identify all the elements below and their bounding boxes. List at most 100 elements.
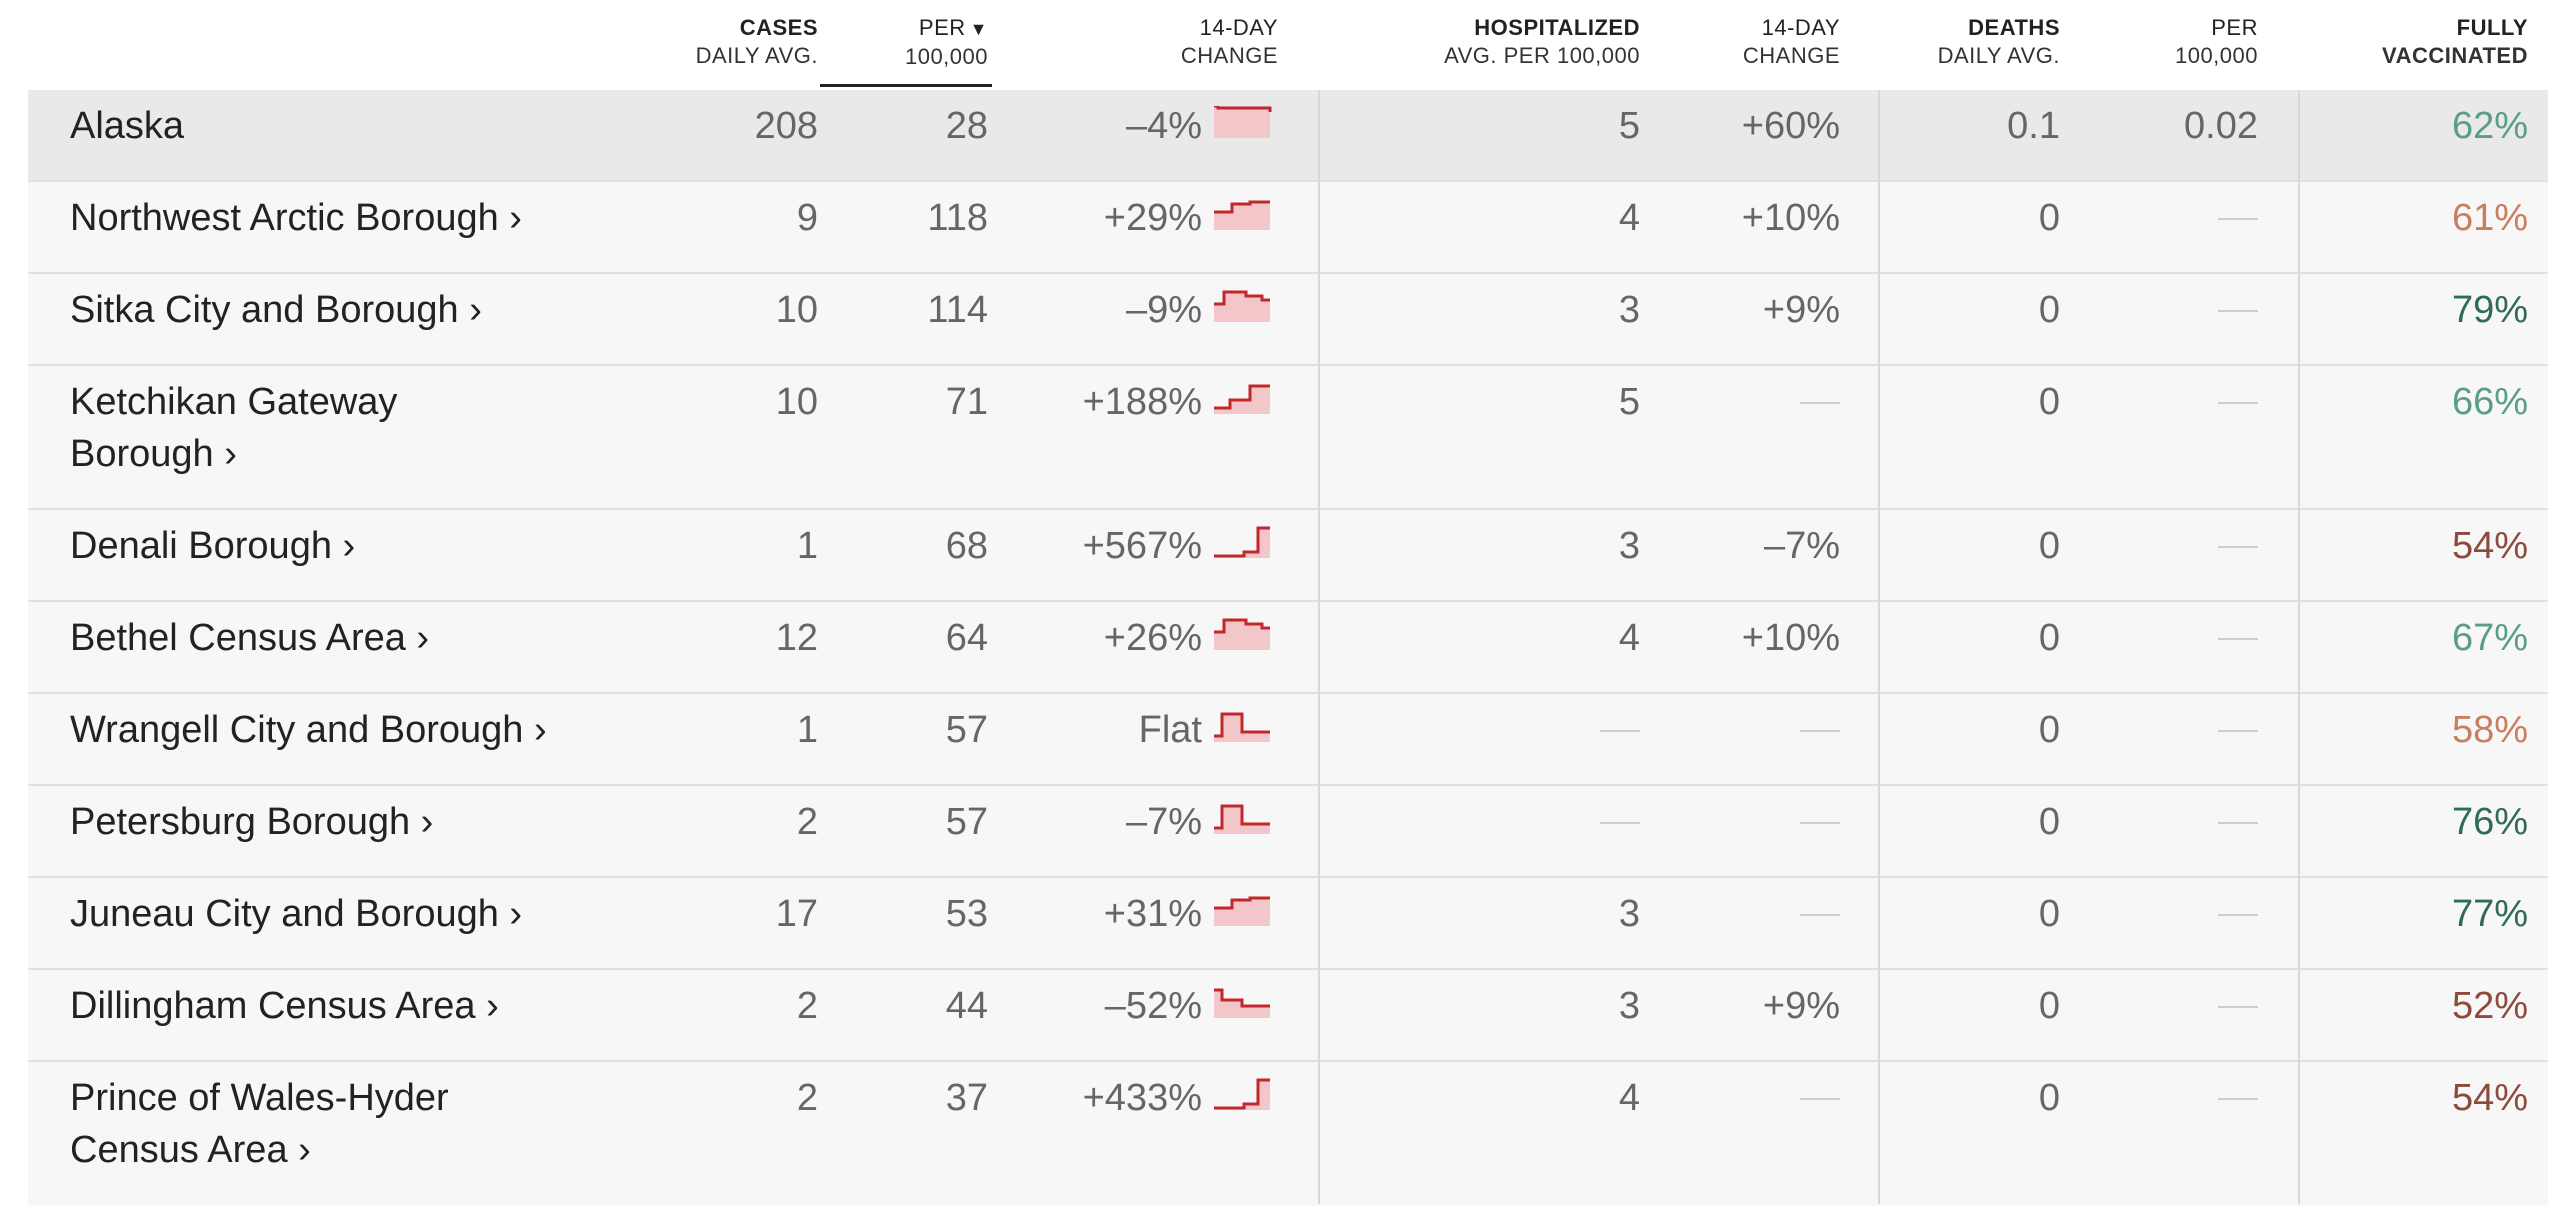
case-trend-sparkline (1214, 384, 1270, 414)
county-link[interactable]: Bethel Census Area › (70, 617, 430, 659)
table-row[interactable]: Northwest Arctic Borough › 9 118 +29% 4 +10% 0… (28, 180, 2548, 274)
case-trend-sparkline (1214, 896, 1270, 926)
deathsper-empty-dash (2218, 822, 2258, 824)
sparkline-area (1214, 620, 1270, 650)
table-row[interactable]: Prince of Wales-Hyder Census Area › 2 37 +4… (28, 1060, 2548, 1206)
table-row[interactable]: Juneau City and Borough › 17 53 +31% 3 0 77% (28, 876, 2548, 970)
hospchange-value: +60% (1741, 105, 1840, 147)
deathsper-empty-dash (2218, 1098, 2258, 1100)
vacc-value: 61% (2451, 197, 2528, 239)
case-trend-sparkline (1214, 1078, 1270, 1110)
header-deaths-per-100k[interactable]: PER 100,000 (2174, 15, 2258, 68)
header-deaths[interactable]: DEATHS DAILY AVG. (1937, 15, 2060, 68)
header-hospitalized[interactable]: HOSPITALIZED AVG. PER 100,000 (1444, 15, 1640, 68)
sparkline-area (1214, 202, 1270, 230)
deaths-value: 0 (2038, 893, 2060, 935)
table-row[interactable]: Dillingham Census Area › 2 44 –52% 3 +9% 0 52% (28, 968, 2548, 1062)
deaths-value: 0 (2038, 197, 2060, 239)
table-row[interactable]: Denali Borough › 1 68 +567% 3 –7% 0 54% (28, 508, 2548, 602)
cases-value: 2 (796, 801, 818, 843)
sparkline-line (1214, 106, 1272, 112)
county-link[interactable]: Northwest Arctic Borough › (70, 197, 522, 239)
vacc-value: 77% (2451, 893, 2528, 935)
hospchange-empty-dash (1800, 402, 1840, 404)
hosp-value: 3 (1618, 893, 1640, 935)
change-value: –9% (1125, 289, 1202, 331)
county-link[interactable]: Juneau City and Borough › (70, 893, 523, 935)
deaths-value: 0 (2038, 617, 2060, 659)
deathsper-empty-dash (2218, 402, 2258, 404)
hosp-value: 3 (1618, 525, 1640, 567)
county-link[interactable]: Denali Borough › (70, 525, 356, 567)
hosp-value: 4 (1618, 617, 1640, 659)
case-trend-sparkline (1214, 200, 1270, 230)
hosp-value: 4 (1618, 197, 1640, 239)
deaths-value: 0 (2038, 1077, 2060, 1119)
cases-value: 2 (796, 1077, 818, 1119)
header-hosp-14day-change[interactable]: 14-DAY CHANGE (1742, 15, 1840, 68)
cases-value: 1 (796, 709, 818, 751)
deaths-value: 0 (2038, 709, 2060, 751)
per-value: 71 (945, 381, 988, 423)
sort-down-icon: ▼ (969, 19, 988, 39)
hospchange-empty-dash (1800, 914, 1840, 916)
table-row[interactable]: Petersburg Borough › 2 57 –7% 0 76% (28, 784, 2548, 878)
county-link[interactable]: Sitka City and Borough › (70, 289, 482, 331)
per-value: 44 (945, 985, 988, 1027)
change-value: Flat (1138, 709, 1202, 751)
cases-value: 10 (775, 289, 818, 331)
deathsper-empty-dash (2218, 638, 2258, 640)
change-value: +29% (1103, 197, 1202, 239)
deaths-value: 0.1 (2007, 105, 2060, 147)
sparkline-line (1214, 712, 1270, 738)
sparkline-area (1214, 898, 1270, 926)
county-link[interactable]: Petersburg Borough › (70, 801, 434, 843)
sparkline-area (1214, 106, 1270, 138)
county-link[interactable]: Ketchikan Gateway Borough › (70, 381, 398, 475)
change-value: –4% (1125, 105, 1202, 147)
per-value: 114 (927, 289, 988, 331)
column-divider (2298, 90, 2300, 1204)
header-per-100k[interactable]: PER ▼ 100,000 (904, 15, 988, 69)
county-link[interactable]: Dillingham Census Area › (70, 985, 499, 1027)
sparkline-line (1214, 384, 1270, 410)
deathsper-empty-dash (2218, 218, 2258, 220)
table-row[interactable]: Bethel Census Area › 12 64 +26% 4 +10% 0 67% (28, 600, 2548, 694)
cases-value: 2 (796, 985, 818, 1027)
hospchange-value: +9% (1762, 985, 1840, 1027)
per-value: 37 (945, 1077, 988, 1119)
per-value: 68 (945, 525, 988, 567)
deaths-value: 0 (2038, 801, 2060, 843)
county-link[interactable]: Wrangell City and Borough › (70, 709, 547, 751)
table-row[interactable]: Sitka City and Borough › 10 114 –9% 3 +9% 0 79% (28, 272, 2548, 366)
county-link[interactable]: Prince of Wales-Hyder Census Area › (70, 1077, 449, 1171)
change-value: +26% (1103, 617, 1202, 659)
vacc-value: 52% (2451, 985, 2528, 1027)
change-value: +188% (1082, 381, 1202, 423)
cases-value: 12 (775, 617, 818, 659)
header-14day-change[interactable]: 14-DAY CHANGE (1180, 15, 1278, 68)
deaths-value: 0 (2038, 381, 2060, 423)
case-trend-sparkline (1214, 618, 1270, 650)
sparkline-line (1214, 804, 1270, 830)
table-row[interactable]: Ketchikan Gateway Borough › 10 71 +188% 5 0 66… (28, 364, 2548, 510)
header-fully-vaccinated[interactable]: FULLY VACCINATED (2382, 15, 2528, 68)
case-trend-sparkline (1214, 988, 1270, 1018)
case-trend-sparkline (1214, 290, 1270, 322)
hospchange-empty-dash (1800, 1098, 1840, 1100)
deathsper-empty-dash (2218, 730, 2258, 732)
deathsper-value: 0.02 (2184, 105, 2258, 147)
cases-value: 9 (796, 197, 818, 239)
active-sort-indicator (820, 84, 992, 87)
sparkline-area (1214, 1080, 1270, 1110)
hospchange-empty-dash (1800, 730, 1840, 732)
deathsper-empty-dash (2218, 914, 2258, 916)
header-cases[interactable]: CASES DAILY AVG. (695, 15, 818, 68)
table-row[interactable]: Wrangell City and Borough › 1 57 Flat 0 58% (28, 692, 2548, 786)
sparkline-area (1214, 292, 1270, 322)
sparkline-line (1214, 1078, 1270, 1110)
change-value: +567% (1082, 525, 1202, 567)
hosp-value: 4 (1618, 1077, 1640, 1119)
sparkline-line (1214, 290, 1270, 306)
state-name: Alaska (70, 105, 185, 147)
